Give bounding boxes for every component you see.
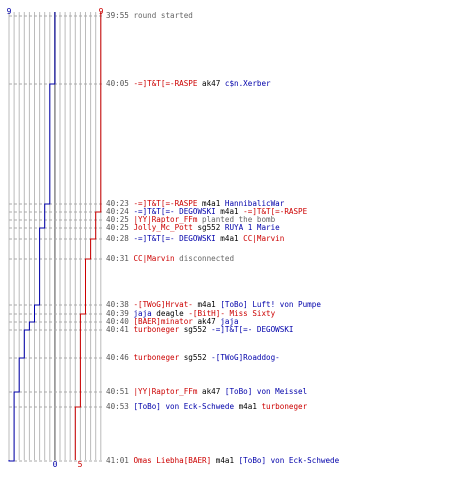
event-text-part: round started bbox=[133, 11, 193, 20]
event-text-part: [ToBo] von Eck-Schwede bbox=[133, 402, 235, 411]
event-row: 40:25 Jolly_Mc_Pott sg552 RUYA 1 Marie bbox=[106, 223, 280, 233]
event-time: 41:01 bbox=[106, 456, 134, 465]
event-row: 40:40 [BAER]minator ak47 jaja bbox=[106, 317, 239, 327]
event-text-part: m4a1 bbox=[215, 207, 244, 216]
event-row: 40:25 |YY|Raptor_FFm planted the bomb bbox=[106, 215, 275, 225]
player-count-timeline: 9 9 0 5 bbox=[7, 7, 104, 469]
event-text-part: sg552 bbox=[179, 325, 212, 334]
event-time: 40:53 bbox=[106, 402, 134, 411]
event-text-part: -=]T&T[=-RASPE bbox=[243, 207, 308, 216]
event-time: 40:39 bbox=[106, 309, 134, 318]
event-text-part: sg552 bbox=[192, 223, 225, 232]
event-text-part: -=]T&T[=- DEGOWSKI bbox=[133, 207, 216, 216]
event-text-part: -=]T&T[=-RASPE bbox=[133, 199, 198, 208]
event-text-part: -[TWoG]Hrvat- bbox=[133, 300, 193, 309]
event-text-part: planted the bomb bbox=[197, 215, 276, 224]
event-text-part: deagle bbox=[151, 309, 189, 318]
blue-end-count: 0 bbox=[53, 460, 58, 469]
event-text-part: [ToBo] von Eck-Schwede bbox=[238, 456, 340, 465]
event-text-part: Jolly_Mc_Pott bbox=[133, 223, 193, 232]
event-time: 40:51 bbox=[106, 387, 134, 396]
event-time: 40:05 bbox=[106, 79, 134, 88]
event-row: 39:55 round started bbox=[106, 11, 193, 21]
event-text-part: -=]T&T[=- DEGOWSKI bbox=[211, 325, 294, 334]
blue-start-count: 9 bbox=[7, 7, 12, 16]
event-text-part: disconnected bbox=[174, 254, 235, 263]
event-tick-marks bbox=[9, 15, 104, 462]
event-text-part: RUYA 1 Marie bbox=[224, 223, 280, 232]
event-time: 40:38 bbox=[106, 300, 134, 309]
event-text-part: CC|Marvin bbox=[243, 234, 285, 243]
event-text-part: |YY|Raptor_FFm bbox=[133, 387, 198, 396]
event-text-part: m4a1 bbox=[197, 199, 225, 208]
event-text-part: sg552 bbox=[179, 353, 212, 362]
event-time: 40:25 bbox=[106, 215, 134, 224]
event-text-part: m4a1 bbox=[211, 456, 239, 465]
red-start-count: 9 bbox=[99, 7, 104, 16]
event-time: 39:55 bbox=[106, 11, 134, 20]
event-text-part: turboneger bbox=[133, 353, 180, 362]
event-time: 40:24 bbox=[106, 207, 134, 216]
event-text-part: CC|Marvin bbox=[133, 254, 175, 263]
event-row: 40:31 CC|Marvin disconnected bbox=[106, 254, 234, 264]
event-text-part: m4a1 bbox=[215, 234, 244, 243]
event-row: 40:24 -=]T&T[=- DEGOWSKI m4a1 -=]T&T[=-R… bbox=[106, 207, 307, 217]
event-row: 40:51 |YY|Raptor_FFm ak47 [ToBo] von Mei… bbox=[106, 387, 307, 397]
event-time: 40:41 bbox=[106, 325, 134, 334]
event-text-part: Omas Liebha[BAER] bbox=[133, 456, 212, 465]
event-text-part: -=]T&T[=-RASPE bbox=[133, 79, 198, 88]
event-row: 40:38 -[TWoG]Hrvat- m4a1 [ToBo] Luft! vo… bbox=[106, 300, 321, 310]
event-time: 40:46 bbox=[106, 353, 134, 362]
event-row: 40:05 -=]T&T[=-RASPE ak47 c$n.Xerber bbox=[106, 79, 271, 89]
event-text-part: m4a1 bbox=[192, 300, 221, 309]
event-row: 41:01 Omas Liebha[BAER] m4a1 [ToBo] von … bbox=[106, 456, 339, 466]
blue-team-count-line bbox=[8, 12, 56, 462]
event-text-part: -[TWoG]Roaddog- bbox=[211, 353, 280, 362]
event-text-part: -=]T&T[=- DEGOWSKI bbox=[133, 234, 216, 243]
event-text-part: jaja bbox=[220, 317, 239, 326]
event-text-part: ak47 bbox=[192, 317, 221, 326]
event-time: 40:28 bbox=[106, 234, 134, 243]
event-row: 40:41 turboneger sg552 -=]T&T[=- DEGOWSK… bbox=[106, 325, 293, 335]
event-text-part: turboneger bbox=[133, 325, 180, 334]
event-row: 40:23 -=]T&T[=-RASPE m4a1 HannibalicWar bbox=[106, 199, 284, 209]
event-text-part: jaja bbox=[133, 309, 152, 318]
event-time: 40:23 bbox=[106, 199, 134, 208]
event-text-part: [ToBo] von Meissel bbox=[224, 387, 308, 396]
event-text-part: -[BitH]- Miss Sixty bbox=[188, 309, 276, 318]
event-row: 40:46 turboneger sg552 -[TWoG]Roaddog- bbox=[106, 353, 280, 363]
event-row: 40:53 [ToBo] von Eck-Schwede m4a1 turbon… bbox=[106, 402, 307, 412]
red-end-count: 5 bbox=[78, 460, 83, 469]
event-text-part: turboneger bbox=[261, 402, 308, 411]
event-text-part: ak47 bbox=[197, 79, 225, 88]
event-text-part: c$n.Xerber bbox=[224, 79, 271, 88]
event-time: 40:40 bbox=[106, 317, 134, 326]
event-row: 40:39 jaja deagle -[BitH]- Miss Sixty bbox=[106, 309, 275, 319]
event-text-part: |YY|Raptor_FFm bbox=[133, 215, 198, 224]
red-team-count-line bbox=[74, 12, 102, 460]
event-text-part: [BAER]minator bbox=[133, 317, 193, 326]
event-text-part: [ToBo] Luft! von Pumpe bbox=[220, 300, 321, 309]
event-text-part: HannibalicWar bbox=[224, 199, 285, 208]
event-time: 40:31 bbox=[106, 254, 134, 263]
event-time: 40:25 bbox=[106, 223, 134, 232]
event-row: 40:28 -=]T&T[=- DEGOWSKI m4a1 CC|Marvin bbox=[106, 234, 284, 244]
event-text-part: ak47 bbox=[197, 387, 225, 396]
event-text-part: m4a1 bbox=[234, 402, 262, 411]
